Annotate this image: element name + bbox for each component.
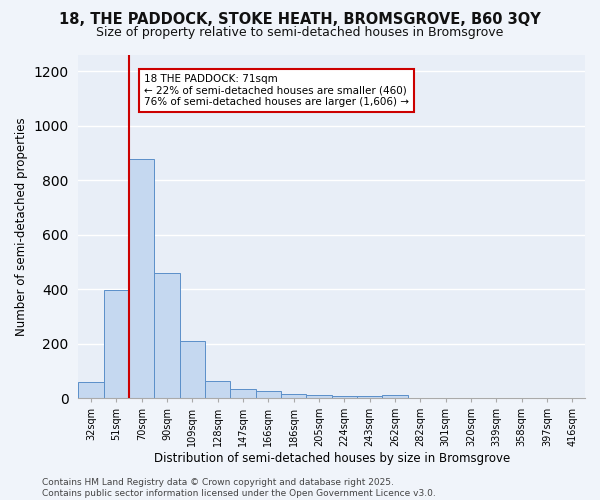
Bar [129,159,154,398]
Bar [307,396,332,398]
Bar [180,342,205,398]
Bar [79,382,104,398]
X-axis label: Distribution of semi-detached houses by size in Bromsgrove: Distribution of semi-detached houses by … [154,452,510,465]
Bar [205,381,230,398]
Bar [256,391,281,398]
Bar [382,396,407,398]
Bar [230,388,256,398]
Y-axis label: Number of semi-detached properties: Number of semi-detached properties [15,117,28,336]
Text: Contains HM Land Registry data © Crown copyright and database right 2025.
Contai: Contains HM Land Registry data © Crown c… [42,478,436,498]
Bar [104,290,129,398]
Text: 18, THE PADDOCK, STOKE HEATH, BROMSGROVE, B60 3QY: 18, THE PADDOCK, STOKE HEATH, BROMSGROVE… [59,12,541,28]
Bar [154,273,180,398]
Bar [332,396,357,398]
Text: 18 THE PADDOCK: 71sqm
← 22% of semi-detached houses are smaller (460)
76% of sem: 18 THE PADDOCK: 71sqm ← 22% of semi-deta… [144,74,409,108]
Bar [281,394,307,398]
Bar [357,396,382,398]
Text: Size of property relative to semi-detached houses in Bromsgrove: Size of property relative to semi-detach… [97,26,503,39]
